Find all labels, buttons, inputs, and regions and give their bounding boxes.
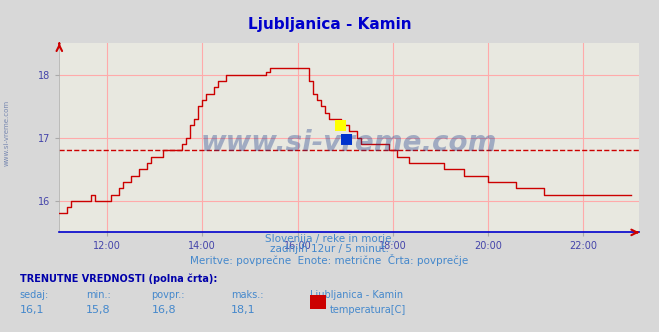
Text: sedaj:: sedaj:: [20, 290, 49, 300]
Text: 16,1: 16,1: [20, 305, 44, 315]
Text: 16,8: 16,8: [152, 305, 176, 315]
Text: ▪: ▪: [339, 128, 354, 148]
Text: www.si-vreme.com: www.si-vreme.com: [3, 100, 10, 166]
Text: TRENUTNE VREDNOSTI (polna črta):: TRENUTNE VREDNOSTI (polna črta):: [20, 274, 217, 285]
Text: Slovenija / reke in morje.: Slovenija / reke in morje.: [264, 234, 395, 244]
Text: temperatura[C]: temperatura[C]: [330, 305, 406, 315]
Text: www.si-vreme.com: www.si-vreme.com: [201, 129, 498, 157]
Text: maks.:: maks.:: [231, 290, 263, 300]
Text: Ljubljanica - Kamin: Ljubljanica - Kamin: [310, 290, 403, 300]
Text: 18,1: 18,1: [231, 305, 255, 315]
Text: Meritve: povprečne  Enote: metrične  Črta: povprečje: Meritve: povprečne Enote: metrične Črta:…: [190, 254, 469, 266]
Text: 15,8: 15,8: [86, 305, 110, 315]
Text: min.:: min.:: [86, 290, 111, 300]
Text: zadnjih 12ur / 5 minut.: zadnjih 12ur / 5 minut.: [270, 244, 389, 254]
Text: povpr.:: povpr.:: [152, 290, 185, 300]
Text: ▪: ▪: [333, 115, 348, 134]
Text: Ljubljanica - Kamin: Ljubljanica - Kamin: [248, 17, 411, 32]
